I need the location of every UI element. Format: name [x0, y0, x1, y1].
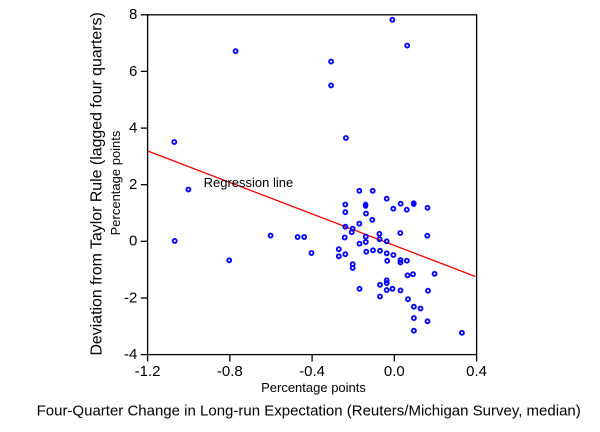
svg-text:8: 8: [129, 6, 137, 23]
svg-text:Percentage points: Percentage points: [108, 130, 123, 235]
svg-text:2: 2: [129, 176, 137, 193]
svg-text:0: 0: [129, 233, 137, 250]
svg-text:4: 4: [129, 120, 137, 137]
svg-text:Four-Quarter Change in Long-ru: Four-Quarter Change in Long-run Expectat…: [37, 402, 581, 419]
svg-text:-0.4: -0.4: [299, 363, 325, 380]
svg-text:6: 6: [129, 63, 137, 80]
svg-text:-0.8: -0.8: [217, 363, 243, 380]
svg-text:0.0: 0.0: [384, 363, 405, 380]
svg-text:-1.2: -1.2: [135, 363, 161, 380]
svg-text:Deviation from Taylor Rule (la: Deviation from Taylor Rule (lagged four …: [89, 12, 106, 355]
svg-text:0.4: 0.4: [466, 363, 487, 380]
svg-text:-2: -2: [124, 289, 137, 306]
svg-text:-4: -4: [124, 346, 137, 363]
svg-text:Percentage points: Percentage points: [261, 380, 366, 395]
svg-text:Regression line: Regression line: [204, 175, 294, 190]
